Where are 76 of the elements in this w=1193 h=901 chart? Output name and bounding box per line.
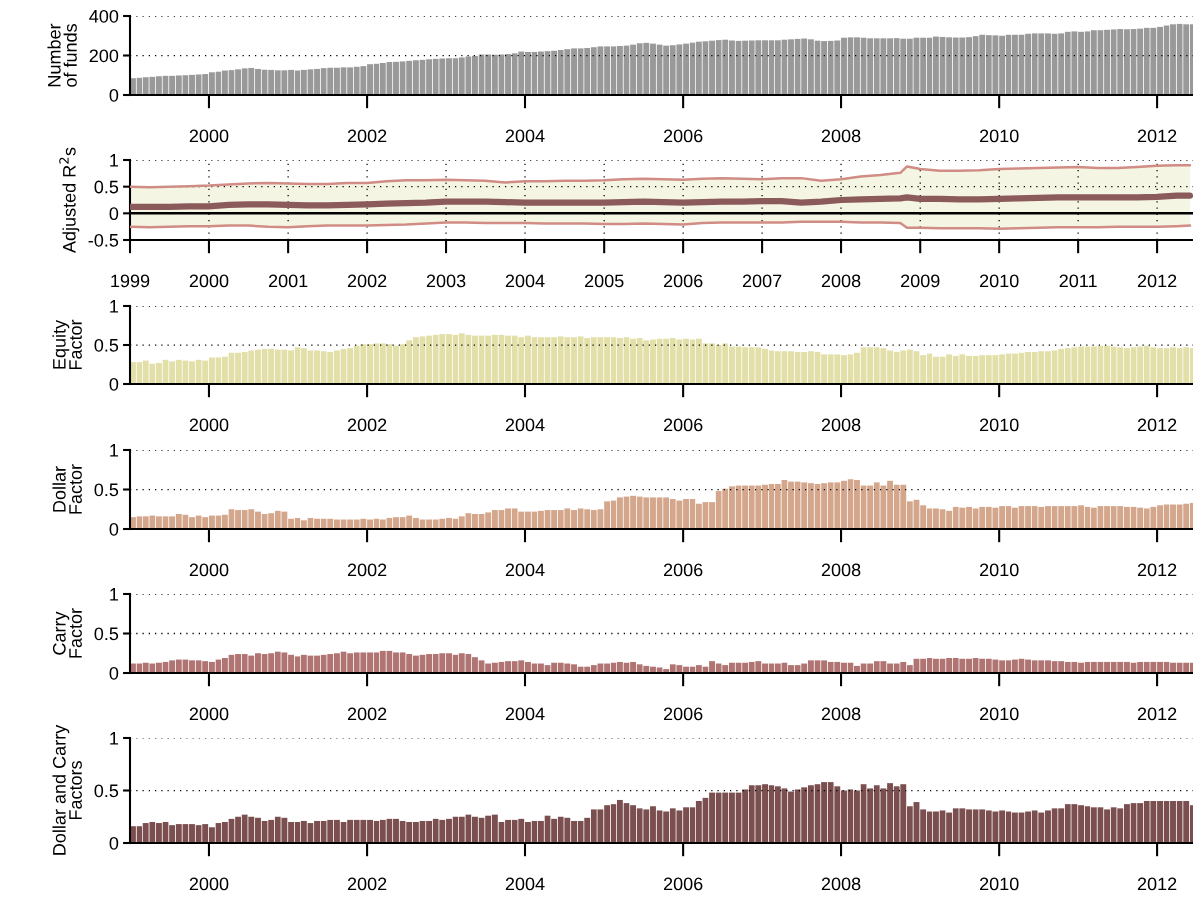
x-tick-label: 2010 — [980, 274, 1019, 288]
x-tick-label: 2008 — [821, 563, 861, 577]
x-tick-label: 2010 — [980, 563, 1019, 577]
x-tick-label: 2008 — [821, 418, 861, 432]
x-tick-label: 2002 — [347, 418, 387, 432]
x-tick-label: 2006 — [663, 707, 703, 721]
x-tick-label: 2000 — [189, 877, 229, 891]
x-tick-label: 2004 — [505, 563, 545, 577]
y-tick-label: 0.5 — [94, 338, 119, 352]
y-tick-label: 1 — [110, 732, 119, 745]
x-tick-label: 2004 — [505, 877, 545, 891]
y-tick-label: 0 — [109, 207, 119, 221]
x-tick-label: 2010 — [980, 129, 1019, 143]
x-tick-label: 2002 — [347, 877, 387, 891]
x-tick-label: 2008 — [821, 274, 861, 288]
x-tick-label: 2006 — [663, 563, 703, 577]
x-tick-label: 2004 — [505, 418, 545, 432]
y-tick-label: 0.5 — [94, 627, 119, 641]
x-tick-label: 2007 — [742, 274, 782, 288]
x-tick-label: 2004 — [505, 707, 545, 721]
x-tick-label: 2006 — [663, 418, 703, 432]
x-tick-label: 2006 — [663, 129, 703, 143]
x-tick-label: 2012 — [1137, 563, 1177, 577]
x-tick-label: 2008 — [821, 877, 861, 891]
line-series — [130, 220, 1192, 231]
x-tick-label: 2002 — [347, 707, 387, 721]
y-tick-label: 0.5 — [94, 180, 119, 194]
x-tick-label: 2002 — [347, 274, 387, 288]
x-tick-label: 2010 — [980, 418, 1019, 432]
x-tick-label: 2001 — [268, 274, 308, 288]
x-tick-label: 2012 — [1137, 707, 1177, 721]
x-tick-label: 1999 — [111, 274, 150, 288]
x-tick-label: 2010 — [980, 707, 1019, 721]
x-tick-label: 2002 — [347, 129, 387, 143]
y-tick-label: 0 — [109, 522, 119, 536]
x-tick-label: 2000 — [189, 563, 229, 577]
x-tick-label: 2006 — [663, 877, 703, 891]
x-tick-label: 2000 — [189, 418, 229, 432]
y-tick-label: 0 — [109, 88, 119, 102]
x-tick-label: 2011 — [1059, 274, 1097, 288]
y-axis-title: Number of funds — [47, 23, 77, 87]
y-axis-title: Equity Factor — [52, 319, 82, 370]
x-tick-label: 2006 — [663, 274, 703, 288]
x-tick-label: 2008 — [821, 707, 861, 721]
x-tick-label: 2000 — [189, 274, 229, 288]
y-tick-label: 0.5 — [94, 483, 119, 497]
y-tick-label: 0 — [109, 836, 119, 850]
y-axis-title: Dollar Factor — [52, 464, 82, 514]
y-tick-label: 1 — [110, 444, 119, 457]
y-tick-label: 1 — [110, 300, 119, 313]
x-tick-label: 2010 — [980, 877, 1019, 891]
y-tick-label: 0 — [109, 666, 119, 680]
x-tick-label: 2003 — [426, 274, 466, 288]
x-tick-label: 2002 — [347, 563, 387, 577]
line-series — [130, 164, 1192, 189]
x-tick-label: 2012 — [1137, 274, 1177, 288]
y-tick-label: 1 — [110, 588, 119, 601]
y-tick-label: 400 — [89, 9, 119, 23]
x-tick-label: 2005 — [585, 274, 624, 288]
y-tick-label: 1 — [110, 154, 119, 167]
x-tick-label: 2000 — [189, 707, 229, 721]
y-tick-label: 200 — [89, 49, 119, 63]
x-tick-label: 2008 — [821, 129, 861, 143]
y-tick-label: 0.5 — [94, 784, 119, 798]
x-tick-label: 2012 — [1137, 418, 1177, 432]
y-axis-title: Dollar and Carry Factors — [52, 724, 82, 855]
y-tick-label: 0 — [109, 377, 119, 391]
x-tick-label: 2012 — [1137, 129, 1177, 143]
x-tick-label: 2004 — [505, 129, 545, 143]
y-axis-title: Carry Factor — [52, 608, 82, 658]
y-axis-title: Adjusted R$^{2}$s — [59, 147, 80, 254]
x-tick-label: 2000 — [189, 129, 229, 143]
x-tick-label: 2004 — [505, 274, 545, 288]
x-tick-label: 2012 — [1137, 877, 1177, 891]
y-tick-label: -0.5 — [88, 233, 119, 247]
x-tick-label: 2009 — [901, 274, 940, 288]
